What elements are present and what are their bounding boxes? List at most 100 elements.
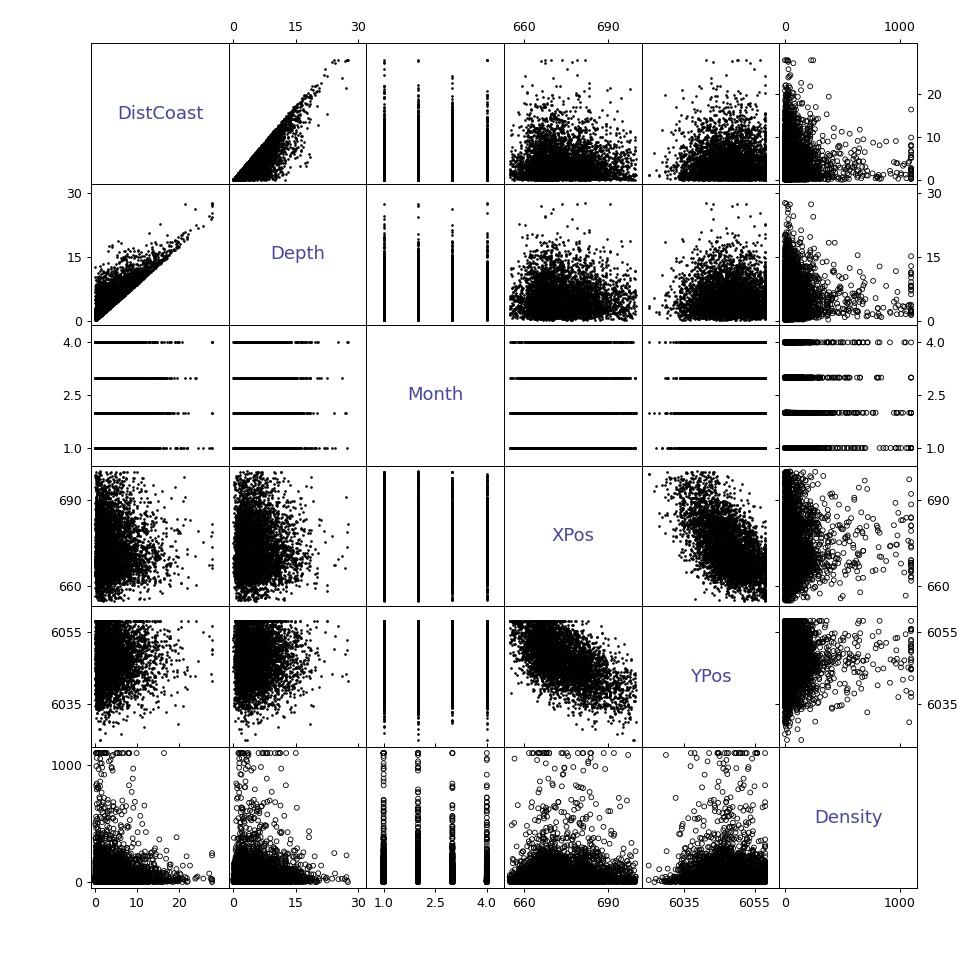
Point bbox=[719, 550, 734, 565]
Point bbox=[257, 584, 273, 599]
Point bbox=[229, 780, 245, 796]
Point bbox=[785, 308, 801, 324]
Point bbox=[721, 279, 736, 295]
Point bbox=[780, 441, 795, 456]
Point bbox=[538, 335, 553, 350]
Point bbox=[376, 286, 392, 301]
Point bbox=[410, 98, 425, 113]
Point bbox=[444, 651, 460, 666]
Point bbox=[747, 562, 762, 577]
Point bbox=[548, 635, 564, 650]
Point bbox=[91, 875, 107, 890]
Point bbox=[237, 514, 252, 529]
Point bbox=[234, 638, 250, 654]
Point bbox=[230, 168, 246, 183]
Point bbox=[691, 155, 707, 170]
Point bbox=[376, 650, 392, 665]
Point bbox=[376, 873, 392, 888]
Point bbox=[88, 308, 104, 324]
Point bbox=[479, 152, 494, 167]
Point bbox=[543, 643, 559, 659]
Point bbox=[572, 306, 588, 322]
Point bbox=[700, 508, 715, 523]
Point bbox=[513, 294, 528, 309]
Point bbox=[779, 557, 794, 572]
Point bbox=[105, 509, 120, 524]
Point bbox=[88, 301, 104, 317]
Point bbox=[779, 165, 794, 180]
Point bbox=[95, 633, 110, 648]
Point bbox=[410, 546, 425, 562]
Point bbox=[108, 626, 123, 641]
Point bbox=[757, 157, 773, 173]
Point bbox=[710, 534, 726, 549]
Point bbox=[376, 547, 392, 563]
Point bbox=[108, 649, 123, 664]
Point bbox=[121, 284, 136, 300]
Point bbox=[444, 465, 460, 480]
Point bbox=[376, 303, 392, 319]
Point bbox=[779, 161, 794, 177]
Point bbox=[244, 538, 259, 553]
Point bbox=[444, 259, 460, 275]
Point bbox=[258, 534, 274, 549]
Point bbox=[121, 335, 136, 350]
Point bbox=[707, 300, 722, 316]
Point bbox=[783, 630, 799, 645]
Point bbox=[102, 296, 117, 311]
Point bbox=[518, 306, 534, 322]
Point bbox=[778, 441, 793, 456]
Point bbox=[376, 875, 392, 890]
Point bbox=[607, 405, 622, 420]
Point bbox=[247, 593, 262, 609]
Point bbox=[98, 534, 113, 549]
Point bbox=[234, 631, 250, 646]
Point bbox=[560, 405, 575, 420]
Point bbox=[534, 632, 549, 647]
Point bbox=[553, 405, 568, 420]
Point bbox=[700, 405, 715, 420]
Point bbox=[743, 303, 758, 319]
Point bbox=[757, 858, 773, 874]
Point bbox=[376, 680, 392, 695]
Point bbox=[801, 300, 816, 315]
Point bbox=[376, 867, 392, 882]
Point bbox=[780, 622, 795, 637]
Point bbox=[734, 874, 750, 889]
Point bbox=[130, 441, 145, 456]
Point bbox=[444, 275, 460, 290]
Point bbox=[228, 335, 243, 350]
Point bbox=[376, 152, 392, 167]
Point bbox=[237, 165, 252, 180]
Point bbox=[152, 873, 167, 888]
Point bbox=[376, 700, 392, 715]
Point bbox=[778, 306, 793, 322]
Point bbox=[410, 499, 425, 515]
Point bbox=[376, 506, 392, 521]
Point bbox=[716, 370, 732, 385]
Point bbox=[741, 301, 756, 317]
Point bbox=[115, 571, 131, 587]
Point bbox=[232, 170, 248, 185]
Point bbox=[96, 482, 111, 497]
Point bbox=[227, 171, 242, 186]
Point bbox=[783, 300, 799, 315]
Point bbox=[444, 871, 460, 886]
Point bbox=[780, 510, 796, 525]
Point bbox=[240, 507, 255, 522]
Point bbox=[598, 300, 613, 316]
Point bbox=[410, 874, 425, 889]
Point bbox=[684, 871, 700, 886]
Point bbox=[118, 647, 133, 662]
Point bbox=[376, 872, 392, 887]
Point bbox=[788, 661, 804, 677]
Point bbox=[707, 370, 722, 385]
Point bbox=[226, 873, 241, 888]
Point bbox=[730, 441, 745, 456]
Point bbox=[803, 298, 818, 313]
Point bbox=[751, 875, 766, 890]
Point bbox=[444, 470, 460, 486]
Point bbox=[444, 645, 460, 660]
Point bbox=[778, 654, 793, 669]
Point bbox=[545, 370, 561, 385]
